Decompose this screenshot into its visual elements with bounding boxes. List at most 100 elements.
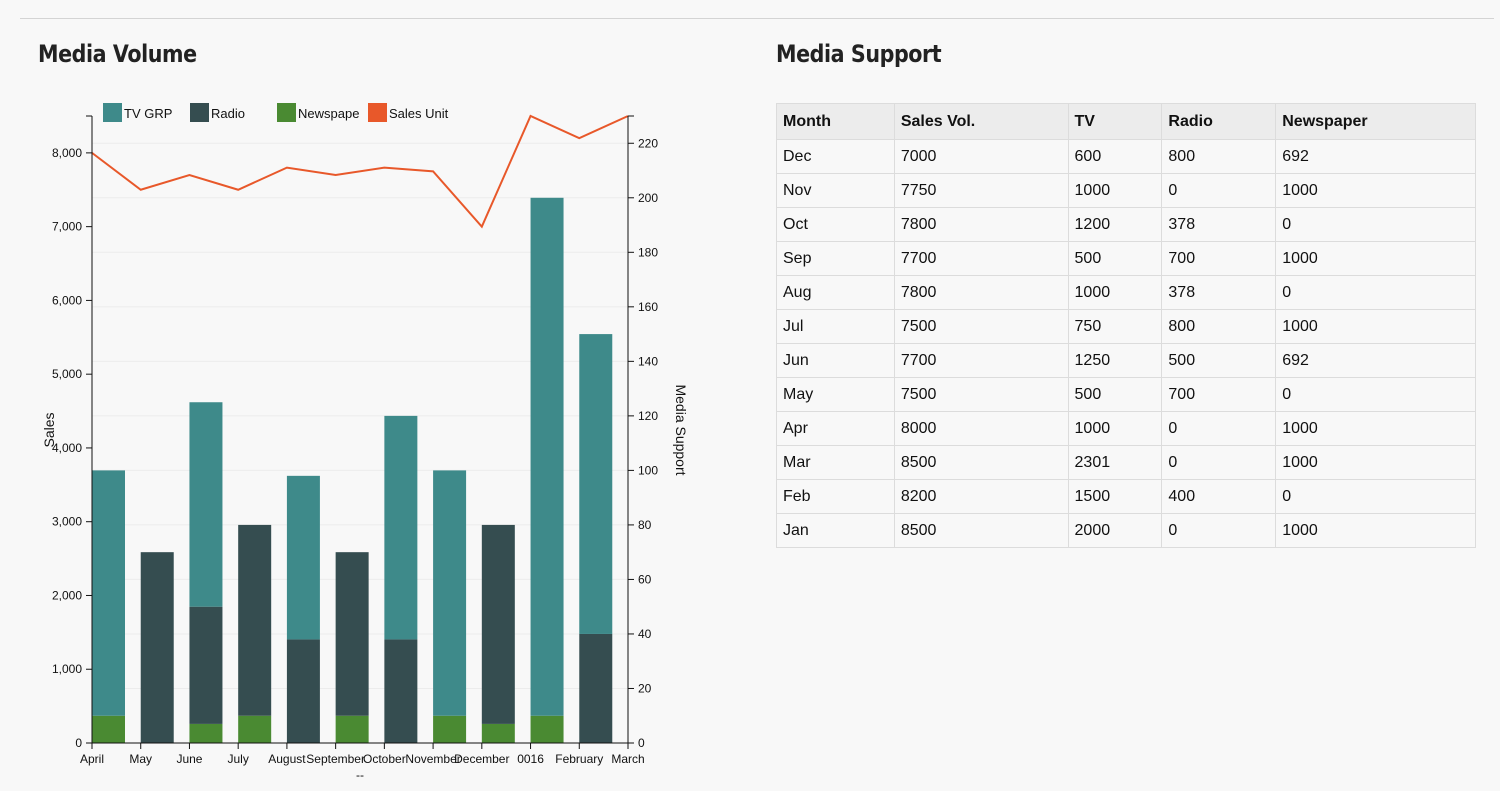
y-tick-label: 4,000	[52, 441, 82, 455]
y-tick-label: 2,000	[52, 588, 82, 602]
y2-tick-label: 80	[638, 518, 652, 532]
table-cell: 1500	[1067, 479, 1163, 514]
sales-unit-line	[91, 114, 629, 229]
legend-swatch	[190, 103, 209, 122]
media-volume-title: Media Volume	[38, 40, 197, 68]
bar-radio	[238, 524, 272, 716]
table-cell: 0	[1275, 275, 1476, 310]
table-cell: 1000	[1275, 241, 1476, 276]
table-cell: 692	[1275, 343, 1476, 378]
table-row: Jul 7500 750 800 1000	[776, 309, 1476, 344]
table-row: Feb 8200 1500 400 0	[776, 479, 1476, 514]
table-row: Oct 7800 1200 378 0	[776, 207, 1476, 242]
y2-tick-label: 220	[638, 136, 658, 150]
legend-label: Radio	[211, 106, 245, 121]
media-support-title: Media Support	[776, 40, 942, 68]
column-header: Radio	[1161, 103, 1277, 140]
table-cell: May	[776, 377, 895, 412]
bar-newspape	[238, 715, 272, 743]
table-row: Aug 7800 1000 378 0	[776, 275, 1476, 310]
table-cell: 7000	[893, 139, 1069, 174]
table-cell: 1000	[1067, 173, 1163, 208]
bar-tv-grp	[530, 197, 564, 716]
y2-tick-label: 100	[638, 463, 658, 477]
bar-radio	[335, 552, 369, 716]
bar-radio	[189, 606, 223, 724]
bar-tv-grp	[433, 470, 467, 716]
table-cell: 1200	[1067, 207, 1163, 242]
table-cell: Aug	[776, 275, 895, 310]
table-cell: 7800	[893, 207, 1069, 242]
table-cell: 1250	[1067, 343, 1163, 378]
table-body: Dec 7000 600 800 692 Nov 7750 1000 0 1000 Oct 7800 1…	[776, 139, 1476, 548]
y-tick-label: 6,000	[52, 293, 82, 307]
x-tick-label: September	[306, 752, 365, 766]
media-support-table-container: Month Sales Vol. TV Radio Newspaper Dec 7000 6…	[776, 103, 1476, 548]
x-tick-label: November	[405, 752, 460, 766]
table-cell: Oct	[776, 207, 895, 242]
table-cell: 0	[1275, 479, 1476, 514]
table-cell: Sep	[776, 241, 895, 276]
y-axis-label: Sales	[41, 412, 57, 447]
table-cell: 0	[1275, 377, 1476, 412]
y-tick-label: 0	[75, 736, 82, 750]
table-cell: 0	[1161, 445, 1277, 480]
legend-swatch	[103, 103, 122, 122]
table-cell: 378	[1161, 275, 1277, 310]
x-tick-label: March	[611, 752, 644, 766]
y2-tick-label: 180	[638, 245, 658, 259]
bar-tv-grp	[384, 415, 418, 640]
media-support-table: Month Sales Vol. TV Radio Newspaper Dec 7000 6…	[776, 103, 1476, 548]
table-cell: Jan	[776, 513, 895, 548]
table-cell: Mar	[776, 445, 895, 480]
table-cell: 0	[1161, 173, 1277, 208]
y2-tick-label: 140	[638, 354, 658, 368]
table-row: May 7500 500 700 0	[776, 377, 1476, 412]
table-cell: 7700	[893, 241, 1069, 276]
y-tick-label: 1,000	[52, 662, 82, 676]
bar-newspape	[530, 715, 564, 743]
table-cell: 8000	[893, 411, 1069, 446]
table-cell: 1000	[1275, 513, 1476, 548]
table-row: Jan 8500 2000 0 1000	[776, 513, 1476, 548]
table-cell: 7750	[893, 173, 1069, 208]
y-tick-label: 7,000	[52, 220, 82, 234]
table-cell: 1000	[1067, 275, 1163, 310]
table-row: Mar 8500 2301 0 1000	[776, 445, 1476, 480]
bar-radio	[481, 524, 515, 724]
table-header-row: Month Sales Vol. TV Radio Newspaper	[776, 103, 1476, 140]
column-header: TV	[1067, 103, 1163, 140]
table-cell: 800	[1161, 309, 1277, 344]
table-row: Sep 7700 500 700 1000	[776, 241, 1476, 276]
table-cell: 378	[1161, 207, 1277, 242]
table-row: Jun 7700 1250 500 692	[776, 343, 1476, 378]
table-cell: Jul	[776, 309, 895, 344]
table-cell: 750	[1067, 309, 1163, 344]
legend-swatch	[277, 103, 296, 122]
table-cell: 0	[1275, 207, 1476, 242]
legend-swatch	[368, 103, 387, 122]
table-cell: 500	[1067, 241, 1163, 276]
y2-tick-label: 40	[638, 627, 652, 641]
table-row: Nov 7750 1000 0 1000	[776, 173, 1476, 208]
table-cell: Jun	[776, 343, 895, 378]
table-cell: 8500	[893, 445, 1069, 480]
table-cell: 500	[1161, 343, 1277, 378]
y2-tick-label: 60	[638, 572, 652, 586]
bar-newspape	[189, 723, 223, 743]
bar-tv-grp	[189, 402, 223, 607]
chart-sales-line	[91, 114, 629, 229]
bar-tv-grp	[92, 470, 125, 716]
x-tick-label: August	[268, 752, 306, 766]
table-cell: 700	[1161, 377, 1277, 412]
table-cell: 1000	[1275, 411, 1476, 446]
top-divider	[20, 18, 1494, 19]
table-cell: 7500	[893, 309, 1069, 344]
x-tick-label: June	[176, 752, 202, 766]
table-cell: 1000	[1275, 445, 1476, 480]
y-tick-label: 8,000	[52, 146, 82, 160]
legend-label: Newspape	[298, 106, 359, 121]
column-header: Newspaper	[1275, 103, 1476, 140]
y2-axis-label: Media Support	[673, 384, 689, 475]
x-tick-label: February	[555, 752, 603, 766]
